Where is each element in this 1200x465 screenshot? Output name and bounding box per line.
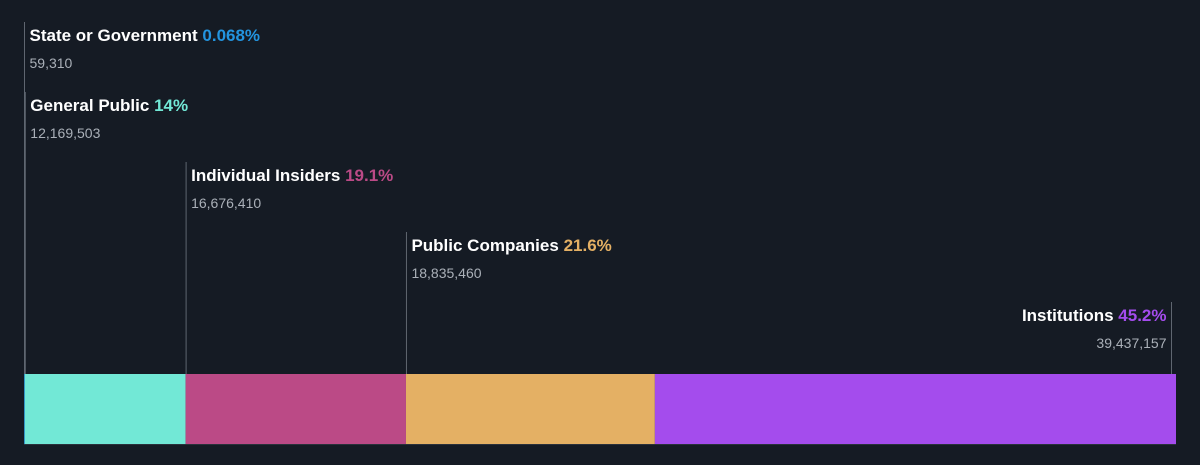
category-shares: 59,310 <box>29 55 73 71</box>
category-name: General Public <box>30 96 150 115</box>
label-individual-insiders: Individual Insiders 19.1% 16,676,410 <box>191 166 393 212</box>
bar-segment-individual-insiders <box>185 374 406 444</box>
bar-segment-general-public <box>24 374 186 444</box>
category-name: Institutions <box>1021 306 1114 325</box>
label-public-companies: Public Companies 21.6% 18,835,460 <box>411 236 611 282</box>
category-percent: 19.1% <box>345 166 394 185</box>
label-general-public: General Public 14% 12,169,503 <box>30 96 188 142</box>
category-shares: 16,676,410 <box>191 195 262 211</box>
bar-segment-public-companies <box>405 374 655 444</box>
category-percent: 0.068% <box>202 26 261 45</box>
category-shares: 12,169,503 <box>30 125 101 141</box>
category-percent: 14% <box>154 96 189 115</box>
category-name: State or Government <box>29 26 198 45</box>
category-name: Public Companies <box>411 236 559 255</box>
label-state-or-government: State or Government 0.068% 59,310 <box>30 26 261 72</box>
category-shares: 39,437,157 <box>1096 335 1167 351</box>
label-institutions: Institutions 45.2% 39,437,157 <box>1022 306 1167 352</box>
category-percent: 45.2% <box>1118 306 1167 325</box>
category-shares: 18,835,460 <box>411 265 482 281</box>
bar-segment-institutions <box>654 374 1176 444</box>
category-percent: 21.6% <box>563 236 612 255</box>
bar-segment-state-or-government <box>24 374 25 444</box>
category-name: Individual Insiders <box>191 166 341 185</box>
